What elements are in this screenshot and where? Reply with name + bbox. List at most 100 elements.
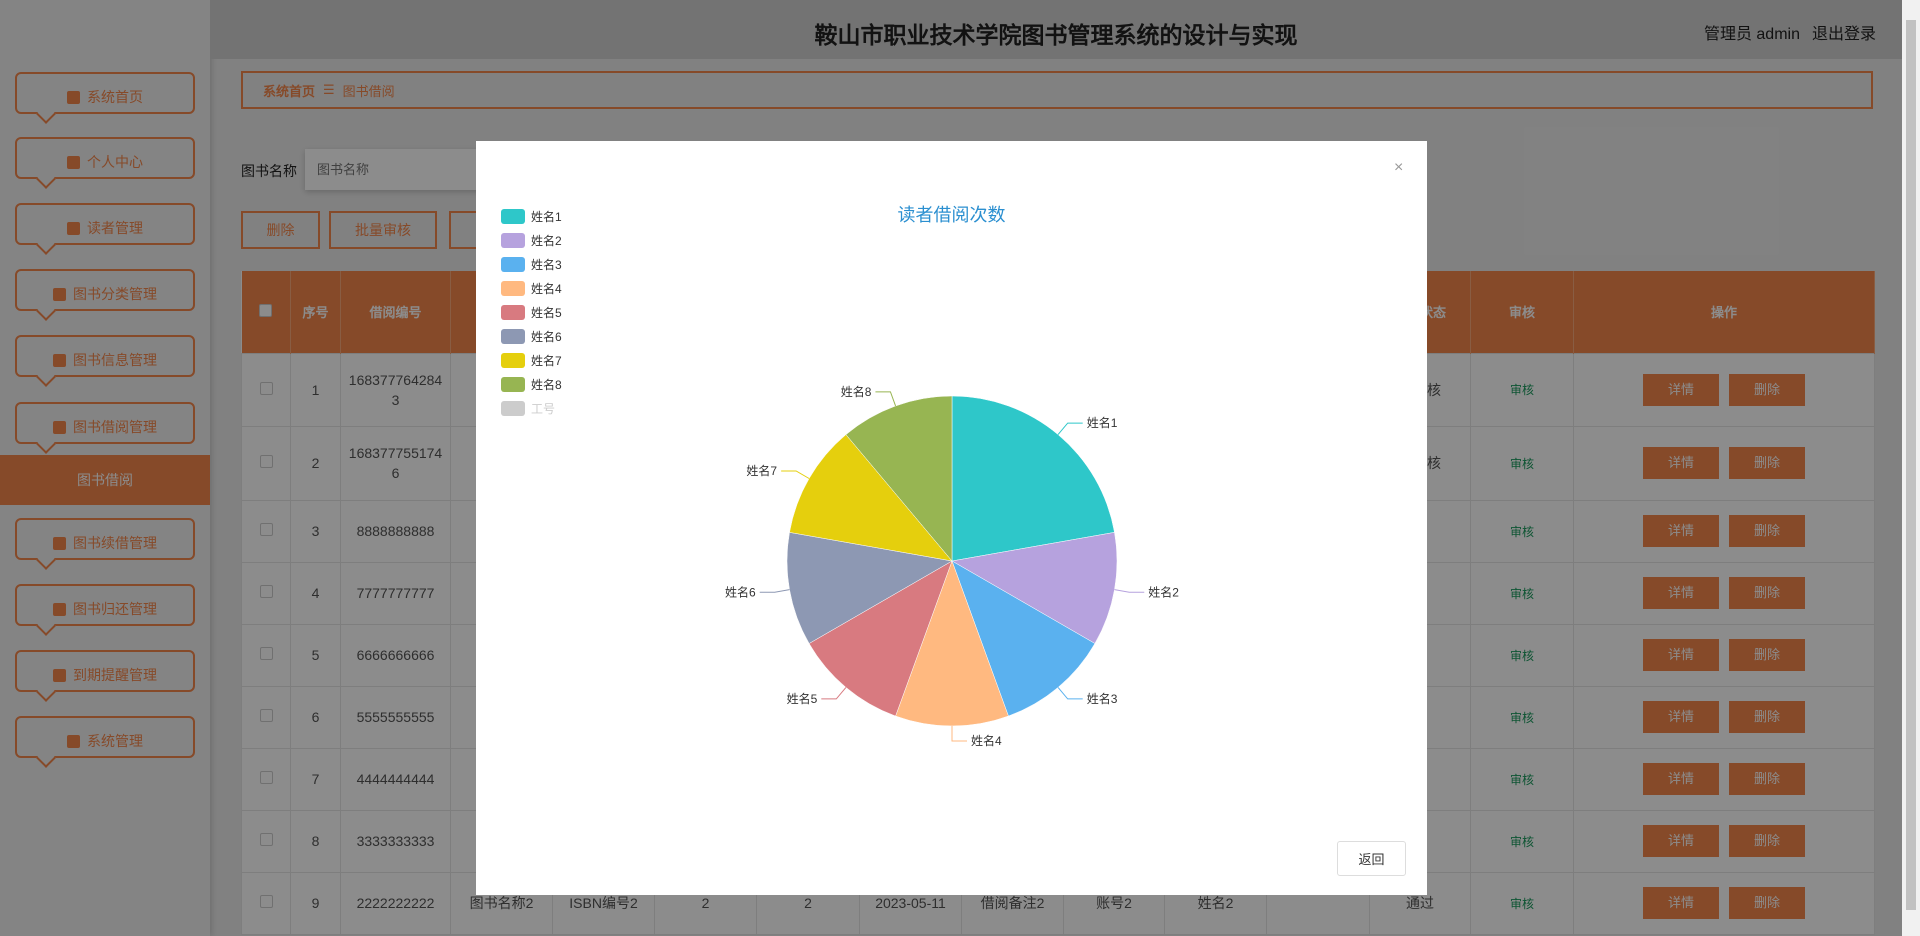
sidebar-item[interactable]: 读者管理: [15, 203, 195, 245]
sidebar-item-active[interactable]: 图书借阅: [0, 455, 210, 505]
sidebar-item[interactable]: 图书续借管理: [15, 518, 195, 560]
row-checkbox[interactable]: [259, 709, 273, 722]
book-icon: [53, 353, 66, 367]
row-checkbox[interactable]: [259, 381, 273, 395]
pie-slice[interactable]: [808, 560, 953, 717]
delete-row-button[interactable]: 删除: [1729, 639, 1805, 671]
column-header[interactable]: 借阅编号: [340, 271, 451, 353]
pie-slice[interactable]: [845, 395, 953, 562]
pie-slice[interactable]: [789, 434, 953, 562]
row-checkbox[interactable]: [259, 523, 273, 536]
batch-audit-button[interactable]: 批量审核: [329, 211, 437, 249]
select-all-checkbox[interactable]: [259, 303, 273, 317]
slice-label: 姓名8: [841, 384, 872, 399]
audit-link[interactable]: 审核: [1509, 524, 1534, 539]
detail-button[interactable]: 详情: [1643, 515, 1719, 547]
pie-slice[interactable]: [951, 395, 1115, 562]
grid-icon: [67, 734, 80, 748]
audit-link[interactable]: 审核: [1509, 383, 1534, 397]
row-checkbox[interactable]: [259, 455, 273, 468]
legend-item[interactable]: 姓名8: [501, 372, 562, 396]
label-line: [1114, 589, 1145, 593]
detail-button[interactable]: 详情: [1643, 639, 1719, 671]
detail-button[interactable]: 详情: [1643, 825, 1719, 857]
logout-link[interactable]: 退出登录: [1811, 26, 1876, 43]
audit-link[interactable]: 审核: [1509, 456, 1534, 471]
delete-row-button[interactable]: 删除: [1729, 763, 1805, 795]
legend-item[interactable]: 姓名5: [501, 300, 562, 324]
legend-swatch: [501, 256, 525, 272]
slice-label: 姓名4: [971, 733, 1002, 748]
legend-item[interactable]: 姓名6: [501, 324, 562, 348]
pie-slice[interactable]: [951, 532, 1118, 644]
legend-label: 姓名8: [531, 377, 562, 392]
audit-link[interactable]: 审核: [1509, 834, 1534, 849]
legend-item[interactable]: 姓名2: [501, 228, 562, 252]
clipboard-icon: [53, 536, 66, 550]
row-checkbox[interactable]: [259, 833, 273, 846]
sidebar-item[interactable]: 个人中心: [15, 137, 195, 179]
pie-slice[interactable]: [786, 532, 953, 644]
column-header[interactable]: 操作: [1573, 271, 1875, 353]
column-header[interactable]: 审核: [1470, 271, 1574, 353]
delete-row-button[interactable]: 删除: [1729, 447, 1805, 479]
row-checkbox[interactable]: [259, 647, 273, 660]
audit-link[interactable]: 审核: [1509, 586, 1534, 601]
row-checkbox[interactable]: [259, 771, 273, 784]
sidebar-item-label: 图书信息管理: [73, 352, 157, 368]
chart-modal: × 读者借阅次数 姓名1 姓名2 姓名3 姓名4 姓名5 姓名6 姓名7 姓名8 姓名1 姓名2…: [476, 141, 1427, 895]
legend-item[interactable]: 姓名4: [501, 276, 562, 300]
audit-link[interactable]: 审核: [1509, 896, 1534, 911]
legend-swatch: [501, 304, 525, 320]
legend-swatch: [501, 352, 525, 368]
sidebar-item[interactable]: 图书分类管理: [15, 269, 195, 311]
column-header[interactable]: 序号: [290, 271, 341, 353]
back-button[interactable]: 返回: [1337, 841, 1406, 876]
sidebar-item[interactable]: 到期提醒管理: [15, 650, 195, 692]
detail-button[interactable]: 详情: [1643, 373, 1719, 406]
legend-label: 姓名1: [531, 209, 562, 224]
scrollbar-thumb[interactable]: [1906, 20, 1916, 910]
delete-row-button[interactable]: 删除: [1729, 887, 1805, 919]
pie-slice[interactable]: [895, 560, 1009, 727]
sidebar-item[interactable]: 系统管理: [15, 716, 195, 758]
audit-link[interactable]: 审核: [1509, 648, 1534, 663]
row-checkbox[interactable]: [259, 585, 273, 598]
legend-item[interactable]: 姓名1: [501, 204, 562, 228]
detail-button[interactable]: 详情: [1643, 887, 1719, 919]
audit-link[interactable]: 审核: [1509, 710, 1534, 725]
pie-slice[interactable]: [951, 560, 1096, 717]
grid-icon: [53, 668, 66, 682]
sidebar-item[interactable]: 图书借阅管理: [15, 402, 195, 444]
close-icon[interactable]: ×: [1394, 159, 1404, 176]
detail-button[interactable]: 详情: [1643, 763, 1719, 795]
detail-button[interactable]: 详情: [1643, 701, 1719, 733]
breadcrumb-home[interactable]: 系统首页: [263, 83, 316, 99]
row-number: 1: [290, 352, 341, 427]
legend-swatch: [501, 232, 525, 248]
row-checkbox[interactable]: [259, 895, 273, 908]
legend-swatch: [501, 328, 525, 344]
sidebar-item[interactable]: 系统首页: [15, 72, 195, 114]
legend-item[interactable]: 姓名7: [501, 348, 562, 372]
legend-item[interactable]: 姓名3: [501, 252, 562, 276]
delete-row-button[interactable]: 删除: [1729, 701, 1805, 733]
sidebar-item[interactable]: 图书归还管理: [15, 584, 195, 626]
detail-button[interactable]: 详情: [1643, 447, 1719, 479]
delete-button[interactable]: 删除: [241, 211, 320, 249]
sidebar-item[interactable]: 图书信息管理: [15, 335, 195, 377]
legend-item[interactable]: 工号: [501, 396, 562, 420]
label-line: [951, 726, 967, 742]
ticket-icon: [53, 602, 66, 616]
delete-row-button[interactable]: 删除: [1729, 825, 1805, 857]
delete-row-button[interactable]: 删除: [1729, 373, 1805, 406]
row-number: 7: [290, 747, 341, 811]
column-header[interactable]: [241, 271, 291, 353]
scrollbar[interactable]: [1902, 0, 1920, 936]
audit-link[interactable]: 审核: [1509, 772, 1534, 787]
legend-label: 姓名2: [531, 233, 562, 248]
user-bar: 管理员 admin 退出登录: [1692, 20, 1876, 44]
delete-row-button[interactable]: 删除: [1729, 515, 1805, 547]
delete-row-button[interactable]: 删除: [1729, 577, 1805, 609]
detail-button[interactable]: 详情: [1643, 577, 1719, 609]
